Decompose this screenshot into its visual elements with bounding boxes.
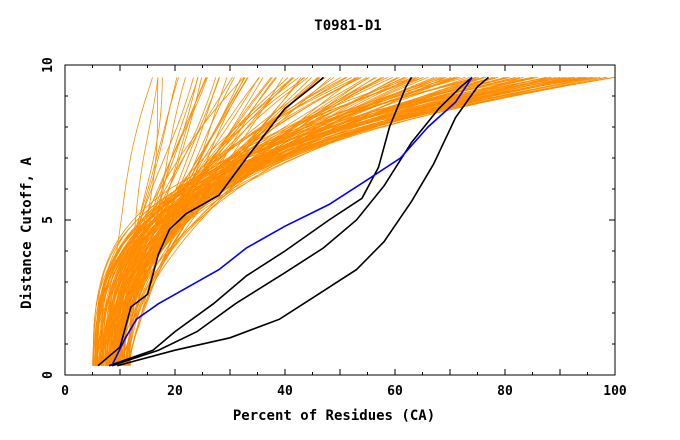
axis-ticks: 0 20 40 60 80 100 0 5 10: [41, 57, 627, 399]
x-tick-label: 60: [387, 384, 403, 399]
background-curve: [126, 77, 208, 366]
background-curve: [112, 77, 601, 366]
highlight-curve: [97, 76, 325, 367]
x-tick-label: 40: [277, 384, 293, 399]
background-curve: [102, 77, 547, 366]
x-tick-label: 100: [603, 384, 627, 399]
background-curve: [96, 77, 153, 366]
chart-title: T0981-D1: [314, 18, 381, 34]
highlight-curve: [117, 76, 490, 367]
x-tick-label: 0: [61, 384, 69, 399]
x-tick-label: 20: [167, 384, 183, 399]
background-curve: [102, 77, 616, 366]
background-curve: [99, 77, 447, 366]
background-curve: [110, 77, 516, 366]
background-curve: [97, 77, 564, 366]
background-curve: [110, 77, 614, 366]
background-curve: [118, 77, 571, 366]
highlight-curve: [108, 76, 413, 367]
y-tick-label: 5: [41, 216, 56, 224]
y-tick-label: 10: [41, 57, 56, 73]
x-axis-label: Percent of Residues (CA): [233, 408, 435, 424]
x-tick-label: 80: [497, 384, 513, 399]
background-curve: [128, 77, 479, 366]
background-curve: [96, 77, 608, 366]
series-layer: [92, 76, 616, 367]
background-curve: [115, 77, 567, 366]
reference-curve: [111, 76, 473, 367]
background-curve: [92, 77, 532, 366]
y-axis-label: Distance Cutoff, A: [19, 157, 35, 309]
y-tick-label: 0: [41, 371, 56, 379]
background-curve: [109, 77, 588, 366]
highlight-curve: [111, 76, 473, 367]
